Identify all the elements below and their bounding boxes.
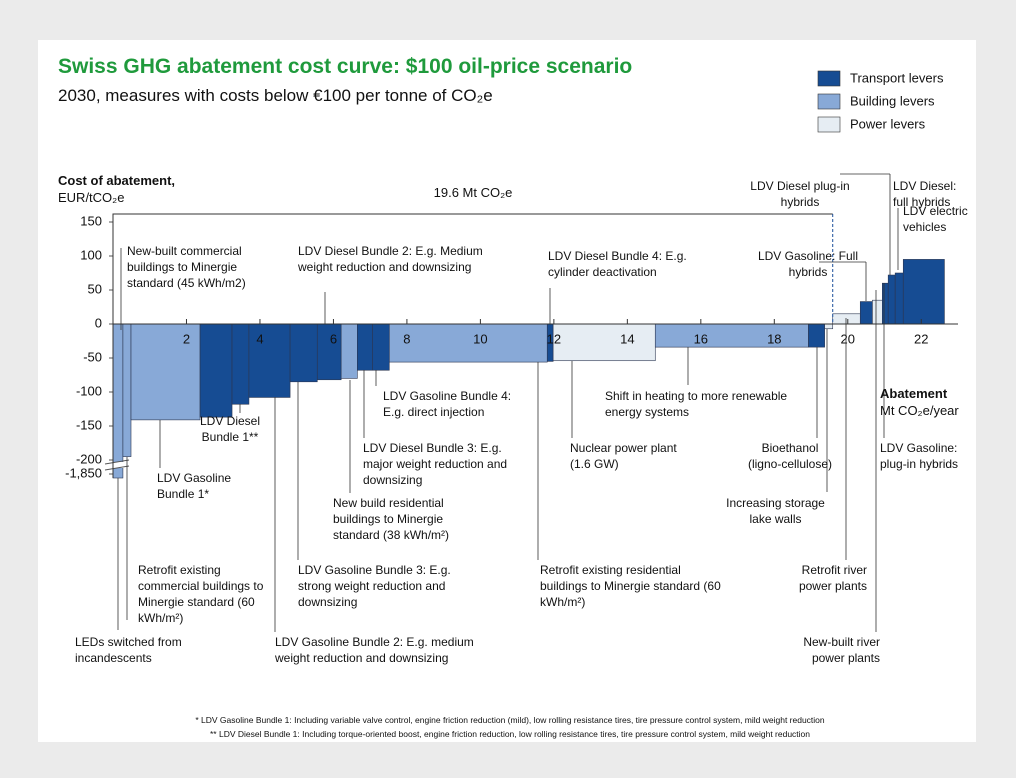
x-tick-label: 6 — [330, 331, 337, 346]
legend-swatch — [817, 116, 841, 133]
y-tick-label: 150 — [80, 213, 102, 228]
x-tick-label: 14 — [620, 331, 634, 346]
bar — [372, 323, 390, 371]
bar — [887, 274, 896, 325]
bar — [882, 282, 889, 325]
footnote: * LDV Gasoline Bundle 1: Including varia… — [195, 715, 825, 725]
y-tick-label: -100 — [76, 383, 102, 398]
bar-label: LDV Gasoline Bundle 1* — [157, 471, 232, 501]
bar-label: Retrofit river power plants — [798, 563, 867, 593]
bar-label: LDV Diesel plug-in hybrids — [750, 179, 850, 209]
legend-label: Power levers — [850, 116, 926, 131]
x-tick-label: 18 — [767, 331, 781, 346]
x-tick-label: 16 — [694, 331, 708, 346]
bar-label: LDV Gasoline Bundle 3: E.g. strong weigh… — [298, 563, 451, 609]
axis-break — [103, 462, 133, 468]
bar-label: Nuclear power plant (1.6 GW) — [570, 441, 677, 471]
axis-break — [104, 459, 130, 465]
y-tick-label: 50 — [88, 281, 102, 296]
bar-label: LDV Diesel Bundle 4: E.g. cylinder deact… — [548, 249, 687, 279]
y-tick-label: -50 — [83, 349, 102, 364]
y-tick-label: 0 — [95, 315, 102, 330]
bar-label: Retrofit existing residential buildings … — [540, 563, 721, 609]
bar — [122, 323, 132, 457]
axis-break — [104, 465, 130, 471]
y-axis-unit: EUR/tCO₂e — [58, 190, 125, 205]
bar-label: Retrofit existing commercial buildings t… — [138, 563, 264, 625]
bar-label: LDV electric vehicles — [903, 204, 968, 234]
bar-label: Shift in heating to more renewable energ… — [605, 389, 788, 419]
x-tick-label: 4 — [256, 331, 263, 346]
bar — [824, 323, 834, 330]
footnote: ** LDV Diesel Bundle 1: Including torque… — [209, 729, 811, 739]
x-tick-label: 2 — [183, 331, 190, 346]
bar — [872, 299, 883, 325]
bracket — [112, 213, 833, 224]
bar-label: LDV Diesel Bundle 3: E.g. major weight r… — [363, 441, 508, 487]
bar — [231, 323, 250, 405]
bar — [112, 323, 124, 479]
y-tick-label: -200 — [76, 451, 102, 466]
bar — [859, 301, 873, 325]
bar — [340, 323, 358, 379]
x-tick-label: 22 — [914, 331, 928, 346]
bar-label: LDV Diesel: full hybrids — [893, 179, 957, 209]
bar-label: LDV Diesel Bundle 2: E.g. Medium weight … — [298, 244, 483, 274]
y-tick-label: 100 — [80, 247, 102, 262]
legend-swatch — [817, 93, 841, 110]
bar — [808, 323, 825, 348]
y-axis-label: Cost of abatement, — [58, 173, 176, 188]
bar-label: LEDs switched from incandescents — [75, 635, 182, 665]
bar — [654, 323, 809, 348]
bar — [248, 323, 291, 398]
bar — [894, 272, 904, 325]
x-tick-label: 20 — [841, 331, 855, 346]
x-tick-label: 10 — [473, 331, 487, 346]
bar — [388, 323, 548, 363]
bracket-label: 19.6 Mt CO₂e — [403, 185, 543, 200]
y-tick-label: -150 — [76, 417, 102, 432]
legend-swatch — [817, 70, 841, 87]
bar — [832, 313, 861, 325]
x-tick-label: 8 — [403, 331, 410, 346]
x-axis-label: Abatement — [880, 386, 948, 401]
bar-label: LDV Gasoline Bundle 4: E.g. direct injec… — [383, 389, 512, 419]
chart-title: Swiss GHG abatement cost curve: $100 oil… — [58, 55, 633, 78]
bar-label: Bioethanol (ligno-cellulose) — [747, 441, 833, 471]
bar — [289, 323, 318, 383]
legend-label: Building levers — [850, 93, 935, 108]
bar — [357, 323, 373, 371]
bar-label: Increasing storage lake walls — [726, 496, 825, 526]
bar-label: New-built commercial buildings to Minerg… — [127, 244, 246, 290]
bar-label: LDV Gasoline: plug-in hybrids — [880, 441, 959, 471]
bar-label: LDV Diesel Bundle 1** — [199, 414, 261, 444]
x-axis-unit: Mt CO₂e/year — [880, 403, 959, 418]
legend-label: Transport levers — [850, 70, 944, 85]
bar — [199, 323, 233, 418]
bar-label: New build residential buildings to Miner… — [333, 496, 450, 542]
bar-label: New-built river power plants — [803, 635, 880, 665]
bar-label: LDV Gasoline: Full hybrids — [757, 249, 859, 279]
y-tick-label: -1,850 — [65, 465, 102, 480]
bar — [552, 323, 656, 362]
chart-subtitle: 2030, measures with costs below €100 per… — [58, 86, 493, 105]
bar — [902, 259, 945, 325]
x-tick-label: 12 — [547, 331, 561, 346]
bar-label: LDV Gasoline Bundle 2: E.g. medium weigh… — [275, 635, 474, 665]
